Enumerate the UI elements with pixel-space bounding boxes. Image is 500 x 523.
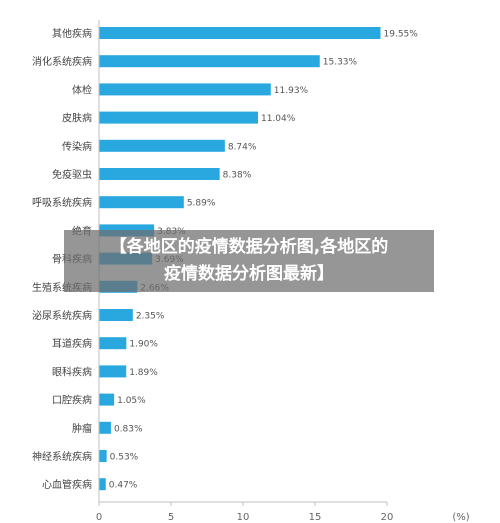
value-label: 8.74% [228,142,257,152]
value-label: 15.33% [323,58,358,68]
x-tick-label: 20 [381,512,394,523]
category-label: 体检 [72,83,92,96]
value-label: 5.89% [187,199,216,209]
bar [99,309,133,321]
category-label: 泌尿系统疾病 [32,309,92,322]
bar [99,83,271,96]
value-label: 8.38% [223,171,252,181]
category-label: 眼科疾病 [52,365,92,378]
bar [99,55,320,68]
x-tick-label: 5 [168,512,174,523]
banner-line-2: 疫情数据分析图最新】 [164,264,334,284]
title-banner: 【各地区的疫情数据分析图,各地区的 疫情数据分析图最新】 [64,230,434,292]
value-label: 1.05% [117,396,146,406]
bar [99,168,220,180]
bar [99,111,258,124]
value-label: 0.53% [110,453,139,463]
value-label: 19.55% [384,30,419,40]
banner-line-1: 【各地区的疫情数据分析图,各地区的 [109,237,389,257]
value-label: 2.35% [136,312,165,322]
x-tick-label: 10 [237,512,250,523]
value-label: 0.83% [114,424,143,434]
category-label: 免疫驱虫 [52,168,92,181]
category-label: 心血管疾病 [42,478,92,491]
bar [99,478,106,491]
bar [99,196,184,209]
bar [99,337,127,350]
bar [99,421,111,434]
category-label: 其他疾病 [52,27,92,40]
value-label: 1.89% [129,368,158,378]
bar [99,365,127,378]
category-label: 消化系统疾病 [32,55,92,68]
x-axis-unit: (%) [452,512,469,523]
category-label: 传染病 [62,140,92,153]
bar [99,27,381,39]
value-label: 11.93% [274,86,309,96]
category-label: 呼吸系统疾病 [32,196,92,209]
value-label: 1.90% [129,340,158,350]
bar [99,393,115,406]
bar [99,139,225,152]
category-label: 口腔疾病 [52,394,92,407]
category-label: 皮肤病 [62,112,92,125]
category-label: 神经系统疾病 [32,450,92,463]
value-label: 11.04% [261,114,296,124]
bar [99,450,107,462]
x-axis-ticks: 0 5 10 15 20 [96,502,394,523]
x-tick-label: 0 [96,512,102,523]
category-label: 耳道疾病 [52,337,92,350]
value-label: 0.47% [109,481,138,491]
category-label: 肿瘤 [72,422,92,435]
x-tick-label: 15 [309,512,322,523]
